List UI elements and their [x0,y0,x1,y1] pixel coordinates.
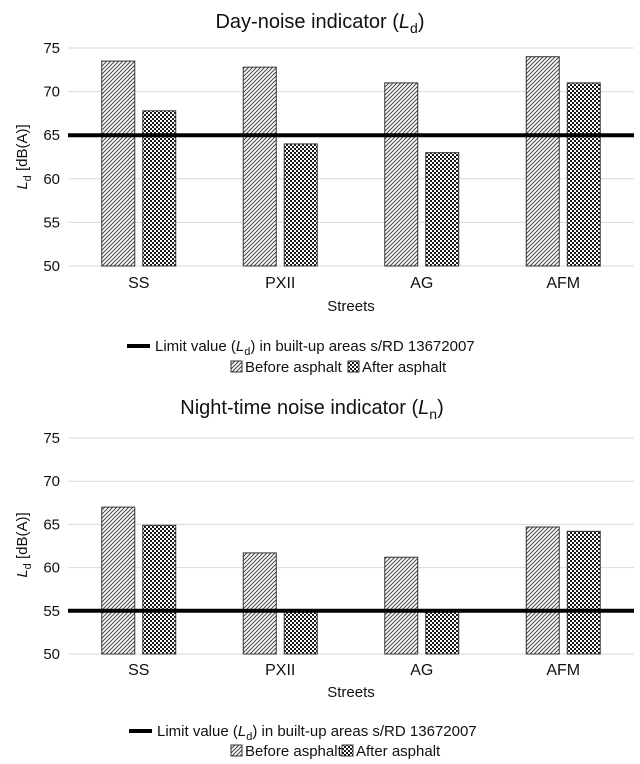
y-tick-label: 75 [43,430,60,447]
y-tick-label: 55 [43,214,60,231]
bar-after-afm [566,530,601,655]
bar-before-pxii [242,66,277,267]
y-tick-label: 60 [43,560,60,577]
chart-2-legend: Limit value (Ld) in built-up areas s/RD … [129,723,477,760]
bar-before-pxii [242,552,277,655]
bar-after-ag [425,610,460,655]
y-tick-label: 65 [43,127,60,144]
chart-1-legend-after-swatch [347,360,360,373]
chart-2-y-tick-labels: 50 55 60 65 70 75 [43,430,60,663]
chart-1-legend: Limit value (Ld) in built-up areas s/RD … [127,338,475,376]
chart-1-y-tick-labels: 50 55 60 65 70 75 [43,40,60,275]
x-tick-label: AG [410,662,433,679]
bar-before-ss [101,60,136,267]
night-noise-chart: Night-time noise indicator (Ln) 50 55 60 65… [14,397,634,760]
chart-2-legend-after-swatch [341,744,354,757]
bar-after-ss [142,524,177,655]
chart-2-x-axis-label: Streets [327,684,375,701]
chart-2-legend-limit-label: Limit value (Ld) in built-up areas s/RD … [157,723,477,743]
chart-1-y-axis-label: Ld [dB(A)] [14,124,34,189]
chart-2-legend-before-label: Before asphalt [245,743,343,760]
bar-before-ag [384,82,419,267]
chart-2-y-axis-label: Ld [dB(A)] [14,512,34,577]
chart-1-legend-before-swatch [230,360,243,373]
bar-after-afm [566,82,601,267]
chart-1-legend-after-label: After asphalt [362,359,447,376]
bar-after-pxii [283,143,318,267]
bar-before-ss [101,506,136,655]
chart-2-bars [101,506,601,655]
x-tick-label: SS [128,275,149,292]
y-tick-label: 55 [43,603,60,620]
chart-1-bars [101,56,601,267]
y-tick-label: 75 [43,40,60,57]
chart-1-legend-before-label: Before asphalt [245,359,343,376]
y-tick-label: 50 [43,646,60,663]
y-tick-label: 70 [43,84,60,101]
y-tick-label: 65 [43,516,60,533]
chart-1-x-tick-labels: SS PXII AG AFM [128,275,580,292]
x-tick-label: PXII [265,662,295,679]
chart-1-legend-limit-label: Limit value (Ld) in built-up areas s/RD … [155,338,475,358]
x-tick-label: AFM [546,662,580,679]
x-tick-label: PXII [265,275,295,292]
bar-before-afm [525,526,560,655]
bar-after-pxii [283,610,318,655]
chart-1-title: Day-noise indicator (Ld) [215,11,424,36]
bar-after-ag [425,152,460,267]
day-noise-chart: Day-noise indicator (Ld) 50 55 60 65 70 75 SS… [14,11,634,376]
x-tick-label: SS [128,662,149,679]
x-tick-label: AG [410,275,433,292]
chart-2-title: Night-time noise indicator (Ln) [180,397,443,422]
chart-2-x-tick-labels: SS PXII AG AFM [128,662,580,679]
chart-2-legend-after-label: After asphalt [356,743,441,760]
bar-before-afm [525,56,560,267]
y-tick-label: 50 [43,258,60,275]
chart-1-x-axis-label: Streets [327,298,375,315]
bar-before-ag [384,556,419,655]
y-tick-label: 60 [43,171,60,188]
chart-2-legend-before-swatch [230,744,243,757]
x-tick-label: AFM [546,275,580,292]
y-tick-label: 70 [43,473,60,490]
